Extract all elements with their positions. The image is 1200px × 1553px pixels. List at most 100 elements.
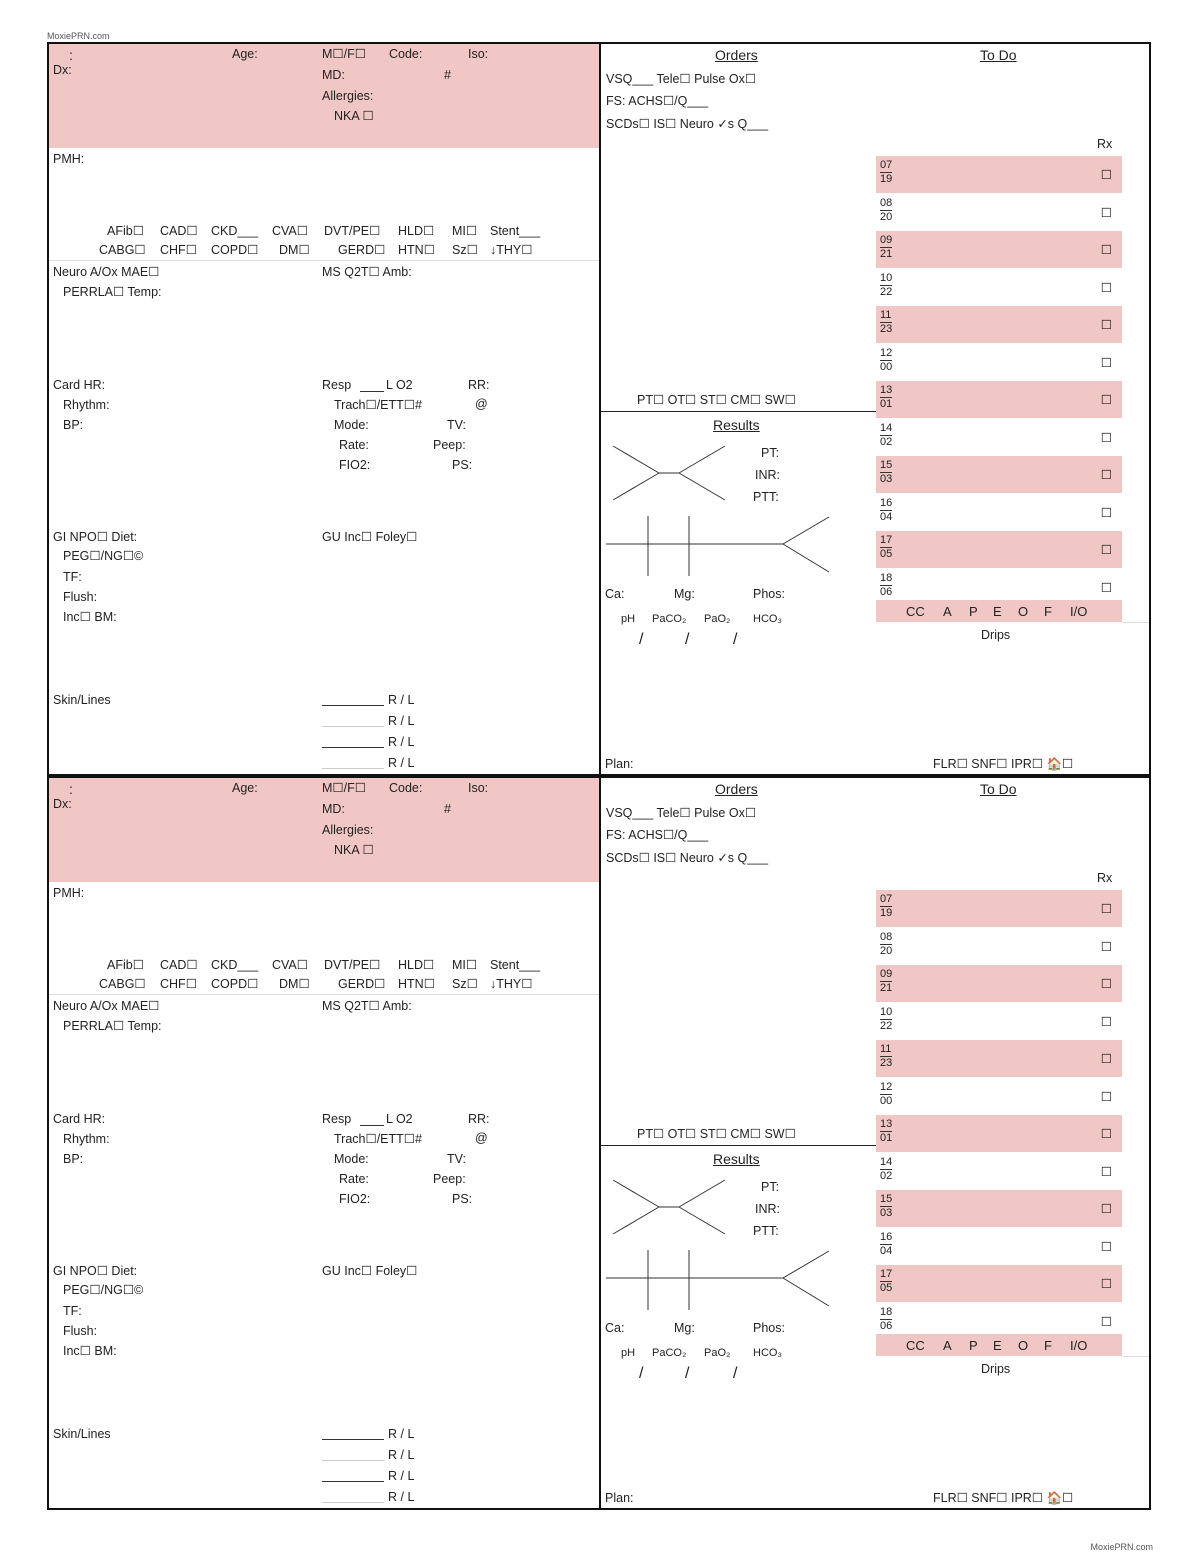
trach-ett-field: Trach☐/ETT☐# bbox=[334, 398, 422, 412]
rx-checkbox[interactable]: ☐ bbox=[1100, 393, 1112, 407]
rx-checkbox[interactable]: ☐ bbox=[1100, 243, 1112, 257]
rx-checkbox[interactable]: ☐ bbox=[1100, 902, 1112, 916]
pmh-checkbox-item: COPD☐ bbox=[211, 243, 259, 257]
assessment-item: A bbox=[943, 604, 952, 619]
rx-checkbox[interactable]: ☐ bbox=[1100, 1240, 1112, 1254]
rx-checkbox[interactable]: ☐ bbox=[1100, 1165, 1112, 1179]
hour-night: 21 bbox=[880, 248, 893, 260]
hour-pair: 16 04 bbox=[880, 1231, 893, 1258]
hour-day: 18 bbox=[880, 1306, 893, 1320]
pmh-checkbox-item: HTN☐ bbox=[398, 243, 435, 257]
hour-night: 06 bbox=[880, 586, 893, 598]
bmp-fishbone-diagram bbox=[606, 516, 830, 576]
hour-pair: 15 03 bbox=[880, 459, 893, 486]
rx-checkbox[interactable]: ☐ bbox=[1100, 977, 1112, 991]
gi-line: GI NPO☐ Diet: bbox=[53, 1264, 138, 1278]
assessment-item: CC bbox=[906, 604, 925, 619]
rx-checkbox[interactable]: ☐ bbox=[1100, 468, 1112, 482]
hour-night: 23 bbox=[880, 1057, 893, 1069]
gi-line: GI NPO☐ Diet: bbox=[53, 530, 138, 544]
line-side-field: R / L bbox=[388, 693, 415, 707]
hour-pair: 11 23 bbox=[880, 1043, 893, 1070]
rx-checkbox[interactable]: ☐ bbox=[1100, 318, 1112, 332]
abg-slash: / bbox=[685, 1365, 690, 1382]
assessment-item: O bbox=[1018, 1338, 1029, 1353]
nka-checkbox: NKA ☐ bbox=[334, 843, 374, 857]
sex-field: M☐/F☐ bbox=[322, 47, 366, 61]
abg-label: PaCO₂ bbox=[652, 613, 687, 625]
pmh-checkbox-item: HLD☐ bbox=[398, 224, 435, 238]
tidal-volume-field: TV: bbox=[447, 1152, 466, 1166]
rx-checkbox[interactable]: ☐ bbox=[1100, 506, 1112, 520]
fio2-field: FIO2: bbox=[339, 1192, 371, 1206]
hour-pair: 16 04 bbox=[880, 497, 893, 524]
rx-checkbox[interactable]: ☐ bbox=[1100, 1127, 1112, 1141]
todo-hour-row: 09 21 ☐ bbox=[876, 965, 1122, 1002]
rx-checkbox[interactable]: ☐ bbox=[1100, 940, 1112, 954]
pt-lab-field: PT: bbox=[761, 1180, 780, 1194]
magnesium-field: Mg: bbox=[674, 587, 695, 601]
inr-lab-field: INR: bbox=[755, 468, 780, 482]
todo-title: To Do bbox=[980, 47, 1017, 63]
disposition-checkboxes: FLR☐ SNF☐ IPR☐ 🏠☐ bbox=[933, 757, 1074, 771]
rx-checkbox[interactable]: ☐ bbox=[1100, 581, 1112, 595]
abg-label: HCO₃ bbox=[753, 1347, 782, 1359]
tube-feed-field: TF: bbox=[63, 570, 82, 584]
hour-day: 10 bbox=[880, 272, 893, 286]
rx-checkbox[interactable]: ☐ bbox=[1100, 543, 1112, 557]
rx-checkbox[interactable]: ☐ bbox=[1100, 1052, 1112, 1066]
hour-night: 01 bbox=[880, 1132, 893, 1144]
orders-line: VSQ___ Tele☐ Pulse Ox☐ bbox=[606, 806, 757, 820]
fio2-field: FIO2: bbox=[339, 458, 371, 472]
rx-checkbox[interactable]: ☐ bbox=[1100, 168, 1112, 182]
phosphorus-field: Phos: bbox=[753, 587, 785, 601]
abg-label: PaO₂ bbox=[704, 613, 731, 625]
site-watermark-top: MoxiePRN.com bbox=[47, 31, 110, 41]
rx-checkbox[interactable]: ☐ bbox=[1100, 1090, 1112, 1104]
rx-checkbox[interactable]: ☐ bbox=[1100, 1315, 1112, 1329]
dx-field: Dx: bbox=[53, 797, 72, 811]
rx-checkbox[interactable]: ☐ bbox=[1100, 1277, 1112, 1291]
rx-checkbox[interactable]: ☐ bbox=[1100, 431, 1112, 445]
hour-day: 12 bbox=[880, 1081, 893, 1095]
hour-day: 14 bbox=[880, 1156, 893, 1170]
calcium-field: Ca: bbox=[605, 587, 625, 601]
skin-lines-label: Skin/Lines bbox=[53, 1427, 111, 1441]
ett-at-field: @ bbox=[475, 1131, 488, 1145]
hour-night: 22 bbox=[880, 1020, 893, 1032]
dx-field: Dx: bbox=[53, 63, 72, 77]
hour-pair: 13 01 bbox=[880, 1118, 893, 1145]
hour-day: 15 bbox=[880, 459, 893, 473]
rx-checkbox[interactable]: ☐ bbox=[1100, 356, 1112, 370]
plan-field: Plan: bbox=[605, 1491, 634, 1505]
assessment-bar: CC A P E O F I/O bbox=[876, 1334, 1122, 1356]
feeding-tube-line: PEG☐/NG☐© bbox=[63, 549, 144, 563]
hour-day: 12 bbox=[880, 347, 893, 361]
calcium-field: Ca: bbox=[605, 1321, 625, 1335]
hour-day: 16 bbox=[880, 1231, 893, 1245]
vent-rate-field: Rate: bbox=[339, 1172, 369, 1186]
pmh-checkbox-item: CHF☐ bbox=[160, 243, 197, 257]
results-title: Results bbox=[713, 1151, 760, 1167]
todo-hour-row: 11 23 ☐ bbox=[876, 306, 1122, 343]
rx-checkbox[interactable]: ☐ bbox=[1100, 281, 1112, 295]
assessment-item: F bbox=[1044, 604, 1052, 619]
todo-hour-row: 09 21 ☐ bbox=[876, 231, 1122, 268]
hour-day: 18 bbox=[880, 572, 893, 586]
allergies-field: Allergies: bbox=[322, 823, 374, 837]
rx-checkbox[interactable]: ☐ bbox=[1100, 1015, 1112, 1029]
rx-checkbox[interactable]: ☐ bbox=[1100, 1202, 1112, 1216]
patient-header-band bbox=[49, 778, 599, 882]
pmh-checkbox-item: CAD☐ bbox=[160, 224, 198, 238]
pmh-checkbox-item: CKD___ bbox=[211, 958, 259, 972]
line-side-field: R / L bbox=[388, 756, 415, 770]
abg-slash: / bbox=[733, 1365, 738, 1382]
hour-pair: 10 22 bbox=[880, 272, 893, 299]
todo-hour-row: 12 00 ☐ bbox=[876, 344, 1122, 381]
rx-checkbox[interactable]: ☐ bbox=[1100, 206, 1112, 220]
code-status-field: Code: bbox=[389, 47, 423, 61]
pmh-checkbox-item: Stent___ bbox=[490, 224, 541, 238]
peep-field: Peep: bbox=[433, 438, 466, 452]
ett-at-field: @ bbox=[475, 397, 488, 411]
incontinence-bm-field: Inc☐ BM: bbox=[63, 1344, 117, 1358]
